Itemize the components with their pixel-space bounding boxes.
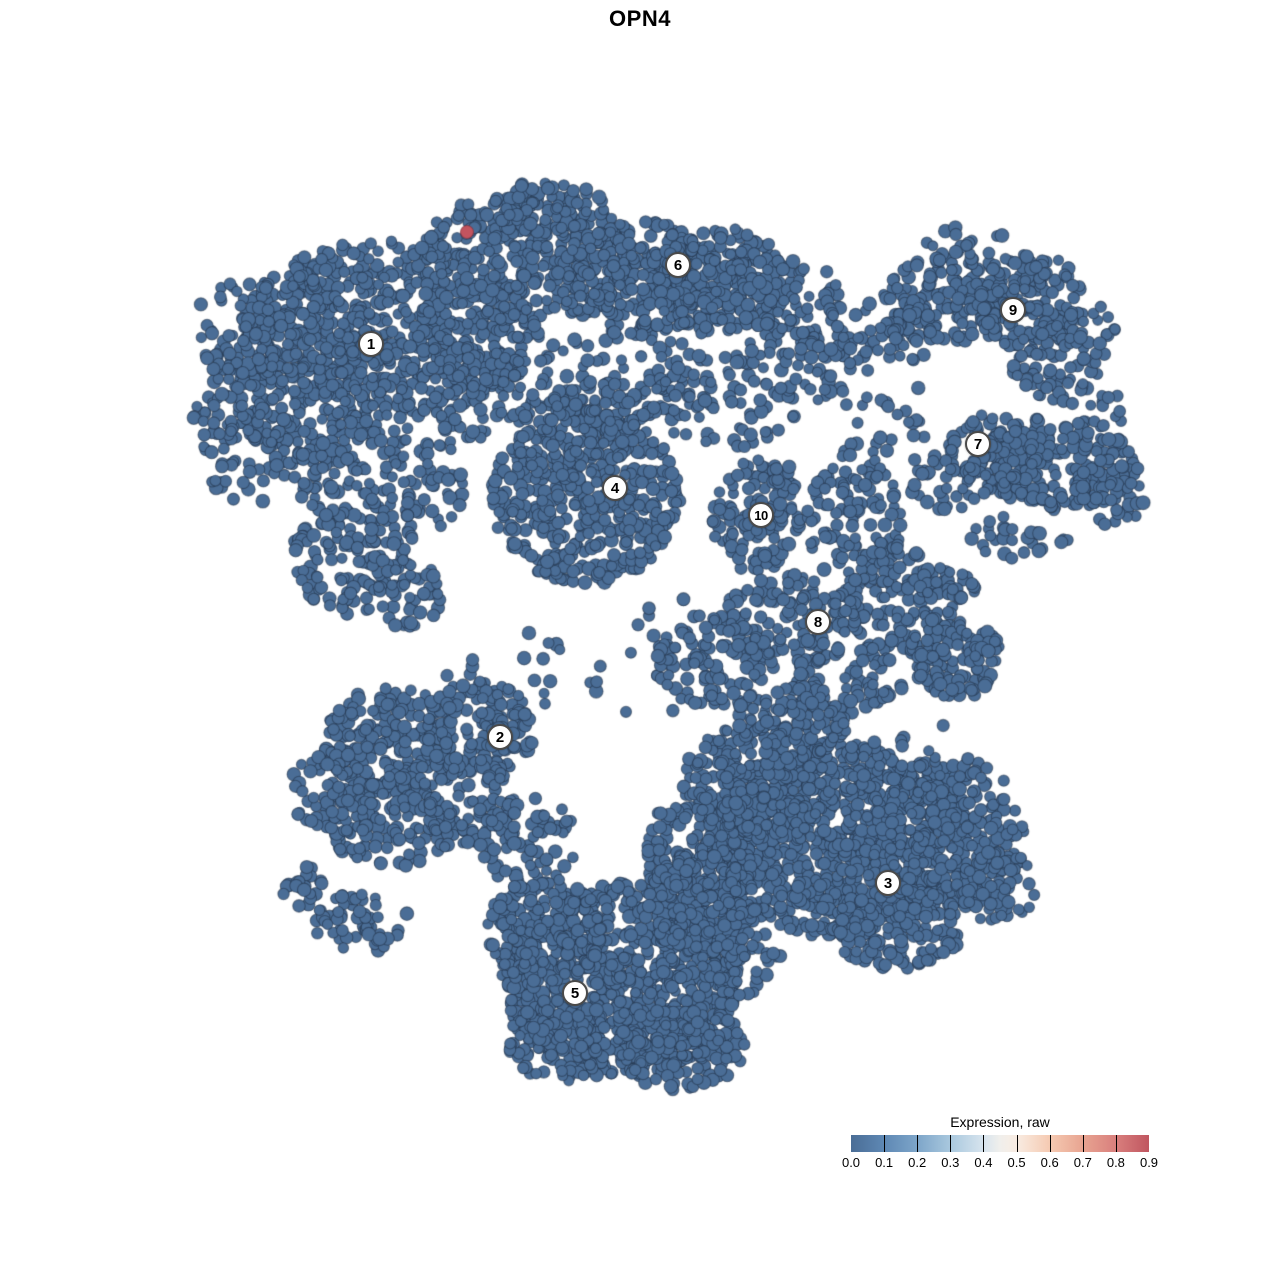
chart-title: OPN4	[609, 6, 671, 31]
cluster-label-7: 7	[965, 431, 991, 457]
colorbar-tick-mark	[1082, 1135, 1084, 1152]
legend-title: Expression, raw	[950, 1114, 1050, 1130]
cluster-label-1: 1	[358, 331, 384, 357]
colorbar-tick-label: 0.9	[1139, 1155, 1159, 1170]
colorbar-tick-label: 0.4	[974, 1155, 993, 1170]
colorbar-tick-mark	[983, 1135, 985, 1152]
colorbar-tick-mark	[884, 1135, 886, 1152]
colorbar-tick-mark	[1049, 1135, 1051, 1152]
colorbar-tick-mark	[950, 1135, 952, 1152]
colorbar-tick-label: 0.7	[1073, 1155, 1092, 1170]
colorbar-tick-mark	[1016, 1135, 1018, 1152]
cluster-label-8: 8	[805, 609, 831, 635]
cluster-label-9: 9	[1000, 297, 1026, 323]
cluster-label-6: 6	[665, 252, 691, 278]
cluster-label-5: 5	[562, 980, 588, 1006]
colorbar-tick-label: 0.5	[1007, 1155, 1026, 1170]
cluster-label-3: 3	[875, 870, 901, 896]
colorbar-tick-labels: 0.0 0.1 0.2 0.3 0.4 0.5 0.6 0.7 0.8 0.9	[842, 1155, 1158, 1171]
colorbar-tick-label: 0.1	[875, 1155, 894, 1170]
colorbar-tick-mark	[1115, 1135, 1117, 1152]
colorbar-tick-label: 0.6	[1040, 1155, 1059, 1170]
colorbar-tick-label: 0.3	[941, 1155, 960, 1170]
colorbar-tick-label: 0.8	[1106, 1155, 1125, 1170]
cluster-label-2: 2	[487, 724, 513, 750]
cluster-label-10: 10	[748, 502, 774, 528]
colorbar-tick-label: 0.2	[908, 1155, 927, 1170]
colorbar-tick-label: 0.0	[841, 1155, 861, 1170]
colorbar-tick-mark	[917, 1135, 919, 1152]
expression-colorbar-legend: Expression, raw 0.0 0.1 0.2 0.3 0.4 0.5 0.6 0.7…	[842, 1114, 1158, 1171]
cluster-label-4: 4	[602, 475, 628, 501]
colorbar-gradient	[851, 1135, 1149, 1152]
